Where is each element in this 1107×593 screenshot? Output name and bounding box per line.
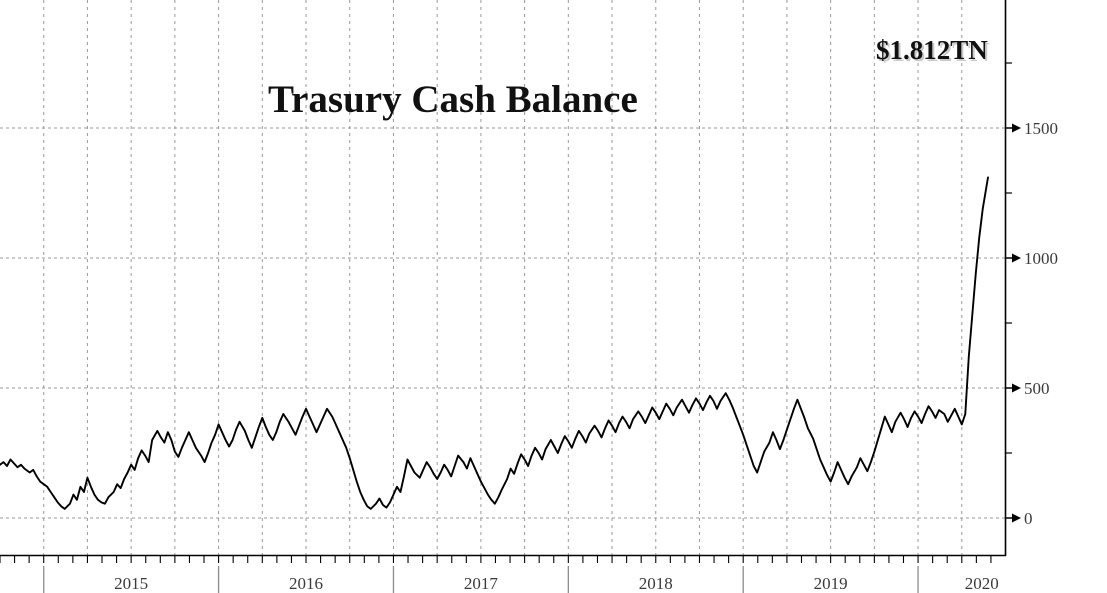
x-axis-tick-label: 2017 (464, 574, 499, 593)
y-axis-tick-labels: 0 500 1000 1500 (1024, 119, 1058, 528)
peak-annotation-shadow: $1.812TN (878, 37, 990, 67)
x-axis-ticks (0, 555, 992, 563)
peak-annotation-label: $1.812TN (876, 35, 988, 65)
chart-title: Trasury Cash Balance (268, 78, 638, 121)
x-axis-tick-label: 2018 (639, 574, 673, 593)
y-axis-minor-ticks (1005, 62, 1012, 454)
y-axis-ticks (1005, 123, 1021, 523)
y-axis-tick-arrow (1012, 513, 1021, 523)
y-axis-tick-arrow (1012, 383, 1021, 393)
x-axis-year-separators (43, 566, 919, 593)
x-axis-tick-label: 2020 (965, 574, 999, 593)
treasury-cash-balance-line (0, 176, 989, 510)
y-axis-tick-label: 1500 (1024, 119, 1058, 138)
y-axis-tick-arrow (1012, 123, 1021, 133)
x-axis-tick-label: 2015 (114, 574, 148, 593)
y-axis-tick-label: 500 (1024, 379, 1050, 398)
y-axis-tick-arrow (1012, 253, 1021, 263)
x-axis-tick-label: 2016 (289, 574, 323, 593)
x-axis-tick-label: 2019 (814, 574, 848, 593)
y-axis-tick-label: 1000 (1024, 249, 1058, 268)
x-axis-tick-labels: 2015 2016 2017 2018 2019 2020 (114, 574, 999, 593)
y-axis-tick-label: 0 (1024, 509, 1033, 528)
vertical-gridlines (43, 0, 1006, 555)
